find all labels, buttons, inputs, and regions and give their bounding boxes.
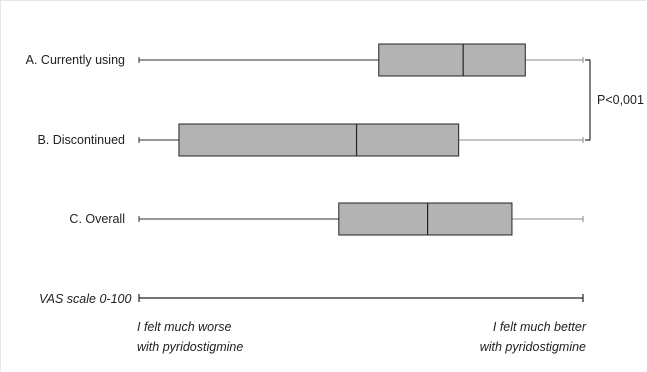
category-label: B. Discontinued (37, 133, 125, 147)
iqr-box (178, 123, 460, 157)
p-value-label: P<0,001 (597, 93, 644, 107)
box-row: A. Currently using (26, 43, 584, 77)
box-row: C. Overall (69, 202, 584, 236)
iqr-box (338, 202, 513, 236)
right-note-line1: I felt much better (493, 320, 587, 334)
significance-bracket: P<0,001 (585, 59, 644, 141)
vas-scale-axis: VAS scale 0-100 I felt much worse with p… (39, 292, 587, 354)
left-note-line1: I felt much worse (137, 320, 232, 334)
right-note-line2: with pyridostigmine (480, 340, 586, 354)
box-rows: A. Currently using B. Discontinued C. Over… (26, 43, 584, 236)
box-row: B. Discontinued (37, 123, 584, 157)
iqr-box (378, 43, 526, 77)
bracket-line (585, 59, 591, 141)
category-label: A. Currently using (26, 53, 125, 67)
scale-label: VAS scale 0-100 (39, 292, 131, 306)
left-note-line2: with pyridostigmine (137, 340, 243, 354)
category-label: C. Overall (69, 212, 125, 226)
